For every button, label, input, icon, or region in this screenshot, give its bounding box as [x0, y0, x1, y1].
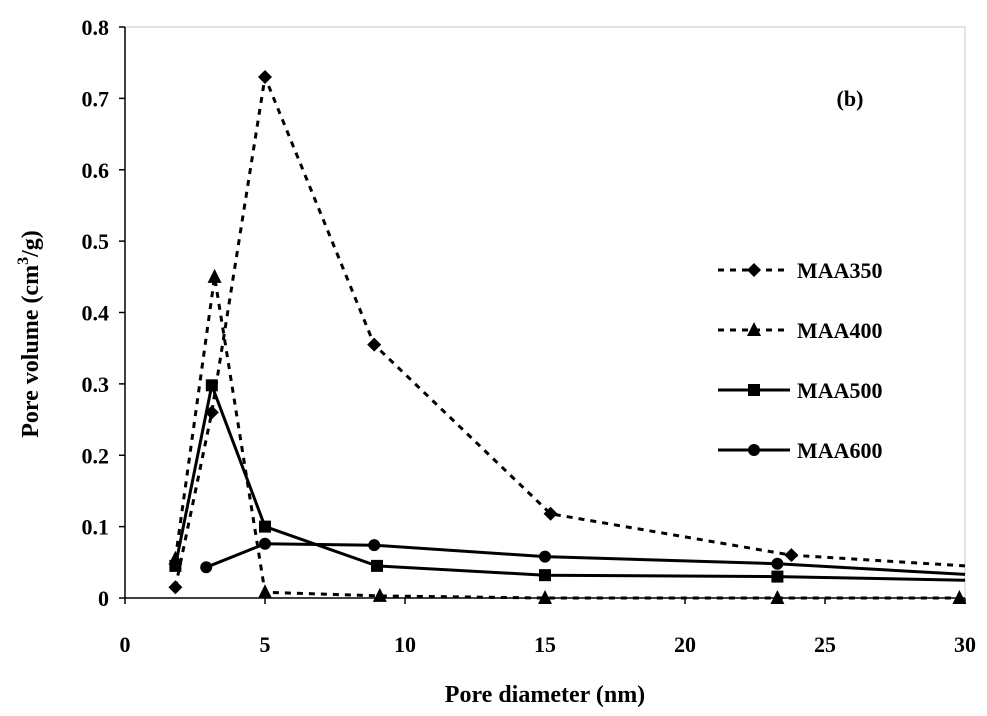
- legend-marker-circle: [748, 444, 760, 456]
- series-maa600: [200, 537, 966, 576]
- y-axis-title-superscript: 3: [15, 257, 32, 265]
- data-point-circle: [259, 537, 271, 550]
- series-maa500: [169, 379, 966, 583]
- x-axis-title: Pore diameter (nm): [445, 682, 645, 708]
- series-line: [173, 379, 966, 582]
- data-point-square: [259, 520, 271, 533]
- y-tick-label: 0.1: [82, 515, 110, 540]
- data-point-square: [539, 569, 551, 582]
- y-axis-title-suffix: /g): [18, 230, 44, 258]
- legend-label: MAA600: [797, 438, 883, 463]
- data-point-triangle: [538, 590, 552, 604]
- x-tick-label: 25: [814, 632, 836, 657]
- axes: 0 5 10 15 20 25 30 0 0.1 0.2 0.3 0.4 0.5 0.6 0.7 0.8: [82, 15, 977, 657]
- series-line: [205, 542, 966, 576]
- x-tick-label: 5: [260, 632, 271, 657]
- data-point-square: [205, 379, 218, 392]
- legend-marker-square: [748, 384, 760, 396]
- data-point-triangle: [258, 584, 272, 599]
- series-maa350: [168, 69, 966, 595]
- data-point-circle: [200, 561, 213, 574]
- legend-marker-diamond: [747, 263, 761, 277]
- data-point-diamond: [367, 337, 382, 352]
- y-tick-label: 0.4: [82, 301, 110, 326]
- data-point-circle: [771, 557, 784, 570]
- y-axis-title: Pore volume (cm3/g): [15, 230, 44, 438]
- legend-label: MAA400: [797, 318, 883, 343]
- panel-label: (b): [837, 86, 864, 111]
- data-point-diamond: [784, 548, 799, 563]
- data-point-triangle: [952, 590, 967, 604]
- data-point-triangle: [372, 587, 387, 602]
- y-tick-label: 0.6: [82, 158, 110, 183]
- data-point-triangle: [207, 268, 222, 283]
- data-point-circle: [368, 539, 381, 552]
- y-tick-label: 0: [98, 586, 109, 611]
- data-point-circle: [539, 550, 551, 563]
- x-tick-label: 10: [394, 632, 416, 657]
- legend: MAA350 MAA400 MAA500 MAA600: [718, 258, 883, 463]
- series-layer: [168, 69, 967, 604]
- x-tick-label: 15: [534, 632, 556, 657]
- y-tick-label: 0.3: [82, 372, 110, 397]
- x-tick-label: 20: [674, 632, 696, 657]
- x-tick-label: 0: [120, 632, 131, 657]
- plot-frame: [124, 26, 966, 599]
- data-point-diamond: [258, 69, 272, 84]
- y-tick-label: 0.2: [82, 443, 110, 468]
- x-tick-label: 30: [954, 632, 976, 657]
- legend-item: MAA600: [718, 438, 883, 463]
- data-point-square: [371, 559, 383, 572]
- legend-marker-triangle: [747, 322, 761, 336]
- data-point-diamond: [543, 506, 558, 521]
- legend-label: MAA350: [797, 258, 883, 283]
- data-point-square: [169, 559, 182, 572]
- data-point-diamond: [168, 580, 183, 595]
- y-axis-title-prefix: Pore volume (cm: [18, 265, 44, 438]
- data-point-square: [771, 570, 784, 583]
- y-tick-label: 0.5: [82, 229, 110, 254]
- y-tick-label: 0.7: [82, 86, 110, 111]
- legend-item: MAA500: [718, 378, 883, 403]
- y-tick-label: 0.8: [82, 15, 110, 40]
- data-point-triangle: [770, 590, 785, 604]
- legend-item: MAA400: [718, 318, 883, 343]
- legend-item: MAA350: [718, 258, 883, 283]
- legend-label: MAA500: [797, 378, 883, 403]
